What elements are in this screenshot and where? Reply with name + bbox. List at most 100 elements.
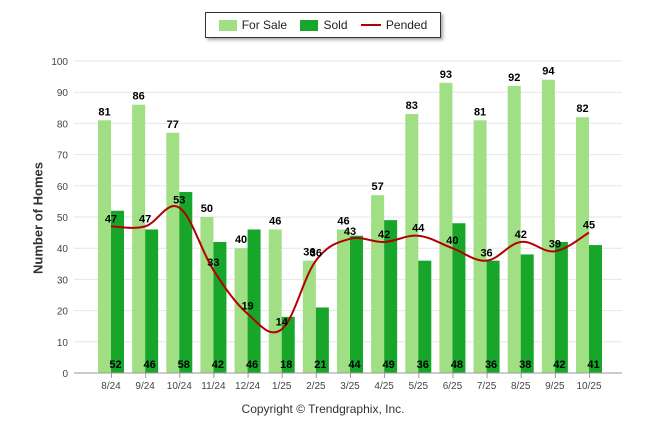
bar-for-sale [405,114,419,373]
data-label-pended: 42 [378,229,390,241]
data-label-pended: 47 [105,213,117,225]
bar-for-sale [371,195,385,373]
legend-item-for-sale[interactable]: For Sale [218,18,288,32]
y-tick-label: 70 [57,151,69,162]
y-tick-label: 80 [57,119,69,130]
y-tick-label: 0 [62,369,68,380]
data-label-for-sale: 57 [372,181,384,193]
data-label-pended: 14 [276,316,289,328]
pended-line-swatch-icon [360,24,381,26]
x-tick-label: 2/25 [306,381,326,392]
x-tick-label: 12/24 [235,381,260,392]
y-axis-label: Number of Homes [30,162,46,274]
y-tick-label: 100 [51,57,68,68]
bar-sold [554,241,568,373]
bar-sold [247,229,261,373]
y-tick-label: 20 [57,307,69,318]
bar-sold [520,254,534,373]
x-tick-label: 8/25 [511,381,531,392]
data-label-sold: 18 [280,359,292,371]
data-label-pended: 45 [583,220,595,232]
data-label-sold: 58 [178,359,190,371]
y-tick-label: 10 [57,338,69,349]
bar-for-sale [473,120,487,373]
pended-line [110,205,590,334]
bar-for-sale [98,120,111,373]
data-label-for-sale: 50 [201,203,213,215]
x-tick-label: 10/24 [167,381,192,392]
grid-lines [74,60,622,343]
data-label-sold: 21 [314,359,326,371]
bar-sold [452,223,466,373]
data-label-pended: 42 [515,229,527,241]
x-tick-label: 7/25 [477,381,497,392]
data-label-pended: 19 [241,301,253,313]
data-label-for-sale: 82 [576,103,588,115]
copyright-text: Copyright © Trendgraphix, Inc. [241,402,405,416]
data-label-for-sale: 36 [303,247,315,259]
for-sale-swatch-icon [218,19,237,31]
x-tick-label: 8/24 [101,381,121,392]
bar-sold [179,192,193,373]
data-label-pended: 47 [139,213,151,225]
data-label-sold: 42 [553,359,565,371]
legend-label-for-sale: For Sale [241,18,288,32]
data-label-for-sale: 83 [406,100,418,112]
data-label-sold: 52 [109,359,121,371]
x-tick-label: 9/24 [135,381,155,392]
legend-item-pended[interactable]: Pended [360,18,428,32]
bar-for-sale [439,82,453,373]
legend: For Sale Sold Pended [205,12,441,38]
legend-label-pended: Pended [385,18,428,32]
bar-for-sale [302,260,316,373]
data-labels: 81 52 86 46 77 58 50 42 40 46 46 18 36 21 46 44 57 49 83 36… [98,66,599,371]
data-label-for-sale: 40 [235,234,247,246]
data-label-sold: 46 [144,359,156,371]
data-label-for-sale: 86 [133,91,145,103]
data-label-for-sale: 93 [440,69,452,81]
bar-for-sale [337,229,350,373]
bar-sold [418,260,432,373]
legend-item-sold[interactable]: Sold [300,18,348,32]
x-tick-label: 9/25 [545,381,565,392]
bar-sold [384,220,398,373]
bar-for-sale [541,79,555,373]
x-tick-label: 10/25 [576,381,601,392]
data-label-for-sale: 46 [337,215,349,227]
data-label-pended: 33 [207,257,219,269]
data-label-pended: 39 [549,238,561,250]
x-tick-label: 11/24 [201,381,226,392]
bar-sold [350,235,363,373]
sold-swatch-icon [300,19,319,31]
bar-sold [111,210,124,373]
data-label-for-sale: 92 [508,72,520,84]
bar-for-sale [200,217,214,373]
x-tick-label: 5/25 [409,381,429,392]
data-label-sold: 44 [348,359,361,371]
x-tick-label: 4/25 [374,381,394,392]
data-label-sold: 42 [212,359,224,371]
data-label-pended: 43 [344,226,356,238]
legend-label-sold: Sold [323,18,348,32]
bar-sold [145,229,159,373]
data-label-sold: 41 [587,359,599,371]
y-tick-label: 60 [57,182,69,193]
x-tick-label: 6/25 [443,381,463,392]
bar-for-sale [132,104,146,374]
x-tick-label: 1/25 [272,381,292,392]
data-label-for-sale: 94 [542,66,555,78]
bars [98,79,602,374]
bar-for-sale [576,117,589,373]
data-label-sold: 48 [451,359,463,371]
data-label-for-sale: 81 [474,106,486,118]
bar-for-sale [234,248,248,373]
y-tick-label: 30 [57,275,69,286]
y-tick-label: 40 [57,244,69,255]
data-label-for-sale: 81 [98,106,110,118]
y-tick-label: 90 [57,88,69,99]
bar-for-sale [507,85,521,374]
axes: 0 10 20 30 40 50 60 70 80 90 100 8/24 9/24 10/24 11/24… [51,57,622,392]
data-label-pended: 44 [412,223,425,235]
bar-sold [315,307,329,373]
data-label-for-sale: 46 [269,215,281,227]
